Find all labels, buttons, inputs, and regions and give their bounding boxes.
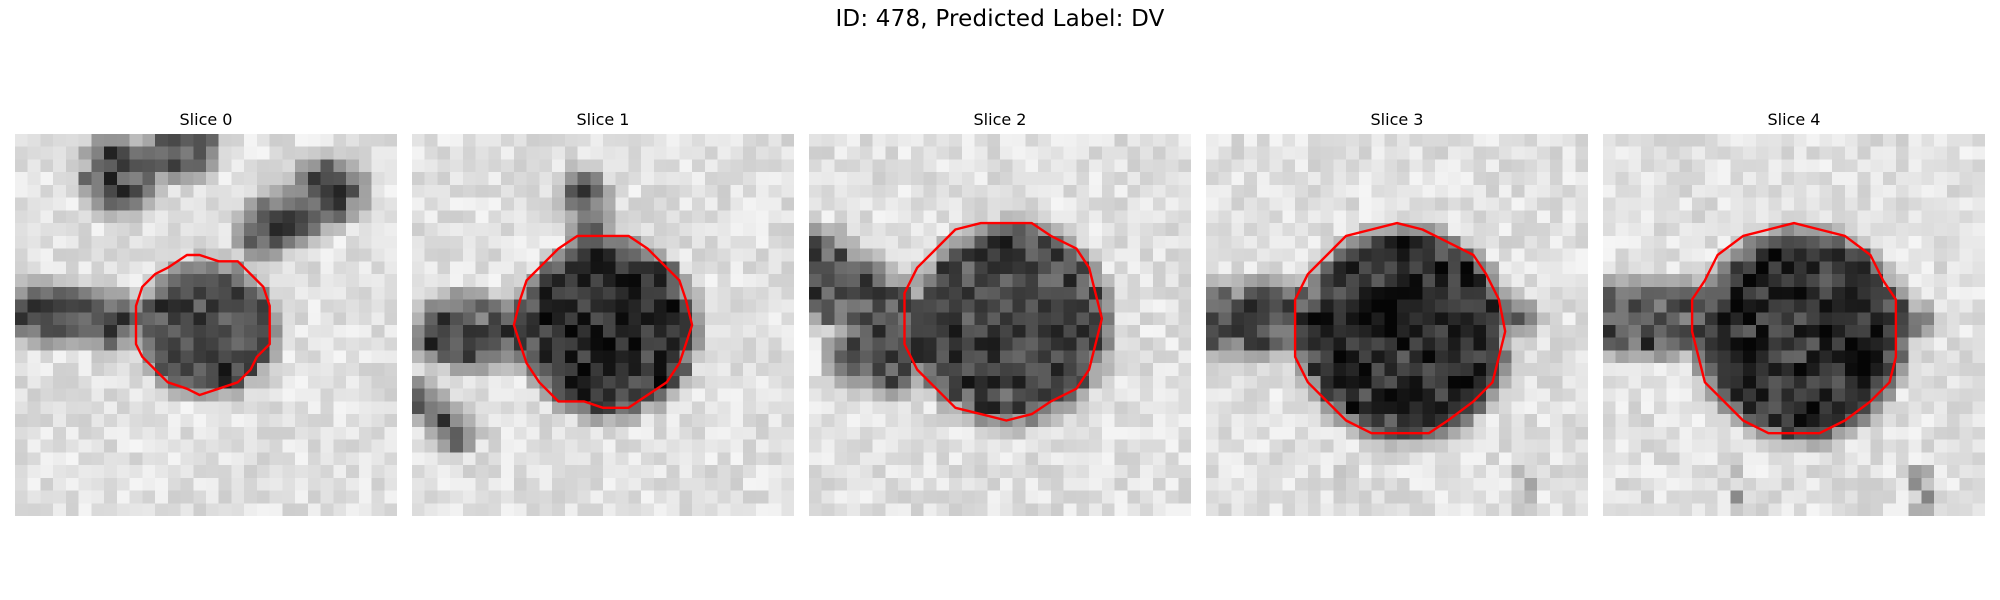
slice-title: Slice 1 [576,110,630,129]
slice-title: Slice 2 [973,110,1027,129]
slice-title: Slice 3 [1370,110,1424,129]
roi-contour [1690,221,1898,435]
roi-contour-line [512,234,694,409]
roi-contour-line [1690,221,1898,435]
slice-image [15,134,397,516]
slice-title: Slice 0 [179,110,233,129]
slice-panel-4: Slice 4 [1603,108,1985,516]
roi-contour [512,234,694,409]
roi-contour [1293,221,1507,435]
figure-title: ID: 478, Predicted Label: DV [835,6,1165,32]
slice-panel-2: Slice 2 [809,108,1191,516]
roi-contour-line [134,253,271,397]
slice-title: Slice 4 [1767,110,1821,129]
slice-image [1603,134,1985,516]
slice-panel-1: Slice 1 [412,108,794,516]
roi-contour-line [903,221,1104,422]
roi-contour-line [1293,221,1507,435]
roi-contour [134,253,271,397]
slice-panel-3: Slice 3 [1206,108,1588,516]
roi-contour [903,221,1104,422]
slice-image [412,134,794,516]
slice-panel-0: Slice 0 [15,108,397,516]
slice-image [1206,134,1588,516]
slice-image [809,134,1191,516]
